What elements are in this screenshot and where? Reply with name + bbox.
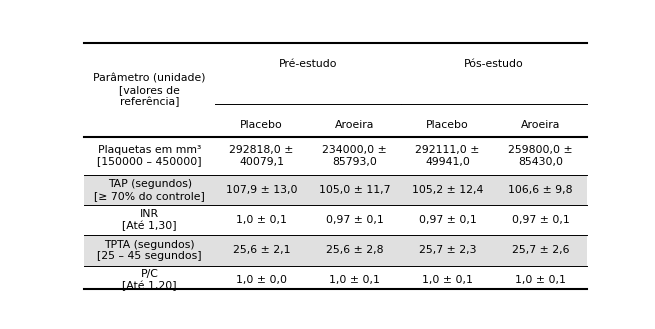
Bar xyxy=(84,235,587,266)
Text: 0,97 ± 0,1: 0,97 ± 0,1 xyxy=(326,215,383,225)
Bar xyxy=(84,137,587,175)
Text: Placebo: Placebo xyxy=(426,120,469,130)
Text: 1,0 ± 0,1: 1,0 ± 0,1 xyxy=(329,275,380,285)
Text: Pós-estudo: Pós-estudo xyxy=(464,59,524,69)
Text: Pré-estudo: Pré-estudo xyxy=(279,59,337,69)
Text: 1,0 ± 0,1: 1,0 ± 0,1 xyxy=(422,275,473,285)
Bar xyxy=(84,175,587,206)
Text: 106,6 ± 9,8: 106,6 ± 9,8 xyxy=(508,185,572,195)
Text: Parâmetro (unidade)
[valores de
referência]: Parâmetro (unidade) [valores de referênc… xyxy=(94,73,206,107)
Text: Placebo: Placebo xyxy=(240,120,283,130)
Text: P/C
[Até 1,20]: P/C [Até 1,20] xyxy=(122,269,177,291)
Bar xyxy=(84,206,587,235)
Text: 25,6 ± 2,8: 25,6 ± 2,8 xyxy=(326,245,383,255)
Text: INR
[Até 1,30]: INR [Até 1,30] xyxy=(122,209,177,231)
Text: 105,0 ± 11,7: 105,0 ± 11,7 xyxy=(319,185,390,195)
Text: 25,7 ± 2,6: 25,7 ± 2,6 xyxy=(512,245,569,255)
Bar xyxy=(84,266,587,294)
Text: 259800,0 ±
85430,0: 259800,0 ± 85430,0 xyxy=(508,145,572,166)
Text: 1,0 ± 0,1: 1,0 ± 0,1 xyxy=(515,275,566,285)
Text: Aroeira: Aroeira xyxy=(335,120,374,130)
Text: 1,0 ± 0,1: 1,0 ± 0,1 xyxy=(236,215,287,225)
Text: 105,2 ± 12,4: 105,2 ± 12,4 xyxy=(412,185,483,195)
Text: 0,97 ± 0,1: 0,97 ± 0,1 xyxy=(512,215,569,225)
Text: 292818,0 ±
40079,1: 292818,0 ± 40079,1 xyxy=(229,145,293,166)
Text: 107,9 ± 13,0: 107,9 ± 13,0 xyxy=(226,185,297,195)
Text: Aroeira: Aroeira xyxy=(521,120,560,130)
Text: TPTA (segundos)
[25 – 45 segundos]: TPTA (segundos) [25 – 45 segundos] xyxy=(98,240,202,261)
Bar xyxy=(84,43,587,137)
Text: 0,97 ± 0,1: 0,97 ± 0,1 xyxy=(419,215,476,225)
Text: 25,7 ± 2,3: 25,7 ± 2,3 xyxy=(419,245,476,255)
Text: 234000,0 ±
85793,0: 234000,0 ± 85793,0 xyxy=(322,145,387,166)
Text: Plaquetas em mm³
[150000 – 450000]: Plaquetas em mm³ [150000 – 450000] xyxy=(98,145,202,166)
Text: 25,6 ± 2,1: 25,6 ± 2,1 xyxy=(233,245,290,255)
Text: 1,0 ± 0,0: 1,0 ± 0,0 xyxy=(236,275,287,285)
Text: TAP (segundos)
[≥ 70% do controle]: TAP (segundos) [≥ 70% do controle] xyxy=(94,179,205,201)
Text: 292111,0 ±
49941,0: 292111,0 ± 49941,0 xyxy=(415,145,479,166)
